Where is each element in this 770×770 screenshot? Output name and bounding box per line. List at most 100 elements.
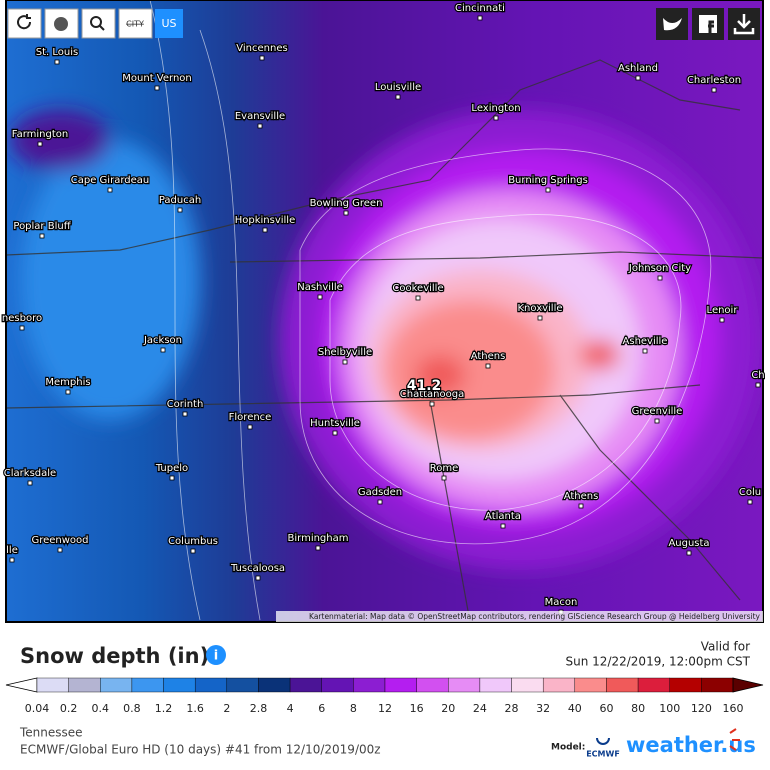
colorbar-tick-label: 2 [223,702,230,715]
city-dot [415,295,421,301]
city-dot [259,55,265,61]
city-label: Corinth [167,399,204,410]
info-icon[interactable] [206,645,226,665]
city-label: Cape Girardeau [71,175,149,186]
city-label: Burning Springs [508,175,588,186]
city-dot [342,359,348,365]
colorbar-swatch [479,677,512,693]
colorbar-swatch [289,677,322,693]
colorbar-arrow-left [5,677,38,693]
colorbar-tick-label: 0.8 [123,702,141,715]
colorbar-swatch [353,677,386,693]
map [6,0,763,622]
city-dot [257,123,263,129]
region-toggle[interactable]: US [161,17,176,30]
city-dot [9,557,15,563]
city-dot [493,115,499,121]
reload-button[interactable] [7,8,42,39]
city-dot [332,430,338,436]
city-dot [27,480,33,486]
city-dot [315,545,321,551]
city-label: Rome [430,463,459,474]
us-button[interactable] [155,9,183,38]
city-dot [635,75,641,81]
model-name: ECMWF [586,750,620,759]
region-name: Tennessee [19,726,83,740]
share-buttons [656,8,760,40]
colorbar-tick-label: 6 [318,702,325,715]
colorbar-tick-label: 8 [350,702,357,715]
city-dot [755,382,761,388]
colorbar-swatch [131,677,164,693]
city-label: Hopkinsville [235,215,296,226]
colorbar-swatch [574,677,607,693]
colorbar-swatch [669,677,702,693]
city-dot [441,475,447,481]
city-dot [537,315,543,321]
city-label: Tuscaloosa [230,563,285,574]
city-label: Ch [751,370,764,381]
attribution-bg [276,611,763,622]
city-label: Johnson City [628,263,691,274]
city-dot [377,499,383,505]
colorbar-swatch [36,677,69,693]
city-label: Mount Vernon [122,73,191,84]
city-dot [545,187,551,193]
city-dot [657,275,663,281]
city-label: Knoxville [517,303,562,314]
city-dot [37,141,43,147]
colorbar-tick-label: 32 [536,702,550,715]
city-label: Farmington [12,129,68,140]
city-label: Tupelo [155,463,188,474]
city-dot [719,317,725,323]
colorbar-swatch [701,677,734,693]
city-label: Memphis [45,377,90,388]
city-label: Bowling Green [310,198,383,209]
colorbar-swatch [637,677,670,693]
city-button[interactable] [118,8,153,39]
colorbar-tick-label: 28 [505,702,519,715]
city-dot [343,210,349,216]
city-dot [711,87,717,93]
model-run: ECMWF/Global Euro HD (10 days) #41 from … [20,743,381,757]
city-label: Florence [229,412,272,423]
attribution: Kartenmaterial: Map data © OpenStreetMap… [309,612,761,621]
city-dot [578,503,584,509]
city-label: nesboro [2,313,42,324]
colorbar-swatch [606,677,639,693]
city-label: Athens [564,491,599,502]
city-label: Charleston [687,75,741,86]
colorbar-swatch [448,677,481,693]
city-dot [686,550,692,556]
valid-label: Valid for [701,640,750,654]
colorbar-swatch [100,677,133,693]
brand: weather.us [626,733,756,757]
city-dot [107,187,113,193]
colorbar-swatch [163,677,196,693]
city-toggle[interactable]: CITY [126,20,144,29]
valid-time: Sun 12/22/2019, 12:00pm CST [566,655,751,669]
city-label: Huntsville [310,418,360,429]
city-dot [160,347,166,353]
colorbar-swatch [258,677,291,693]
colorbar-tick-label: 4 [287,702,294,715]
colorbar-tick-label: 0.4 [92,702,110,715]
city-label: Asheville [623,336,668,347]
city-dot [169,475,175,481]
city-label: Greenville [632,406,683,417]
city-label: Augusta [668,538,709,549]
colorbar-tick-label: 20 [441,702,455,715]
city-dot [262,227,268,233]
city-dot [57,547,63,553]
colorbar-arrow-right [732,677,764,693]
city-dot [317,294,323,300]
city-dot [477,15,483,21]
city-dot [747,499,753,505]
zoom-button[interactable] [81,8,116,39]
colorbar-swatch [542,677,576,693]
toolbar: CITY US [7,8,183,39]
colorbar: 0.04 0.2 0.4 0.8 1.2 1.6 2 2.8 4 6 8 12 16 20 24 28 32 40… [5,677,764,715]
city-dot [190,548,196,554]
colorbar-tick-label: 60 [599,702,613,715]
